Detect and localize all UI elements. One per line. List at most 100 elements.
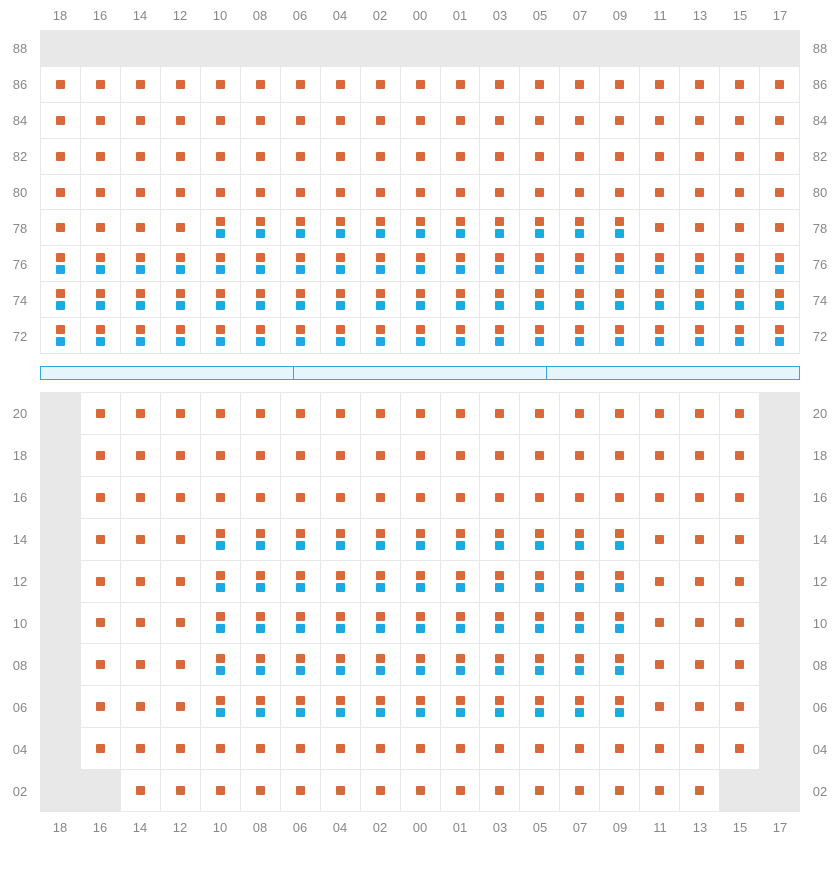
seat-cell[interactable] <box>321 561 361 602</box>
seat-cell[interactable] <box>41 246 81 281</box>
seat-cell[interactable] <box>760 282 799 317</box>
seat-cell[interactable] <box>680 770 720 811</box>
seat-cell[interactable] <box>201 210 241 245</box>
seat-cell[interactable] <box>520 210 560 245</box>
seat-cell[interactable] <box>241 103 281 138</box>
seat-cell[interactable] <box>161 477 201 518</box>
seat-cell[interactable] <box>281 686 321 727</box>
seat-cell[interactable] <box>401 603 441 644</box>
seat-cell[interactable] <box>680 139 720 174</box>
seat-cell[interactable] <box>361 318 401 353</box>
seat-cell[interactable] <box>520 686 560 727</box>
seat-cell[interactable] <box>640 644 680 685</box>
seat-cell[interactable] <box>760 139 799 174</box>
seat-cell[interactable] <box>600 728 640 769</box>
seat-cell[interactable] <box>241 246 281 281</box>
seat-cell[interactable] <box>441 561 481 602</box>
seat-cell[interactable] <box>241 175 281 210</box>
seat-cell[interactable] <box>480 644 520 685</box>
seat-cell[interactable] <box>241 282 281 317</box>
seat-cell[interactable] <box>480 686 520 727</box>
seat-cell[interactable] <box>520 393 560 434</box>
seat-cell[interactable] <box>121 477 161 518</box>
seat-cell[interactable] <box>121 770 161 811</box>
seat-cell[interactable] <box>201 318 241 353</box>
seat-cell[interactable] <box>121 67 161 102</box>
seat-cell[interactable] <box>241 686 281 727</box>
seat-cell[interactable] <box>441 246 481 281</box>
seat-cell[interactable] <box>520 770 560 811</box>
seat-cell[interactable] <box>560 246 600 281</box>
seat-cell[interactable] <box>441 393 481 434</box>
seat-cell[interactable] <box>161 210 201 245</box>
seat-cell[interactable] <box>281 770 321 811</box>
seat-cell[interactable] <box>720 282 760 317</box>
seat-cell[interactable] <box>81 686 121 727</box>
seat-cell[interactable] <box>81 435 121 476</box>
seat-cell[interactable] <box>281 435 321 476</box>
seat-cell[interactable] <box>201 644 241 685</box>
seat-cell[interactable] <box>81 246 121 281</box>
seat-cell[interactable] <box>321 435 361 476</box>
seat-cell[interactable] <box>600 435 640 476</box>
seat-cell[interactable] <box>441 477 481 518</box>
seat-cell[interactable] <box>81 561 121 602</box>
seat-cell[interactable] <box>41 175 81 210</box>
seat-cell[interactable] <box>680 103 720 138</box>
seat-cell[interactable] <box>321 67 361 102</box>
seat-cell[interactable] <box>480 603 520 644</box>
seat-cell[interactable] <box>640 282 680 317</box>
seat-cell[interactable] <box>121 561 161 602</box>
seat-cell[interactable] <box>201 139 241 174</box>
seat-cell[interactable] <box>81 644 121 685</box>
seat-cell[interactable] <box>720 477 760 518</box>
seat-cell[interactable] <box>680 393 720 434</box>
seat-cell[interactable] <box>441 770 481 811</box>
seat-cell[interactable] <box>600 139 640 174</box>
seat-cell[interactable] <box>401 435 441 476</box>
seat-cell[interactable] <box>201 519 241 560</box>
seat-cell[interactable] <box>241 477 281 518</box>
seat-cell[interactable] <box>640 686 680 727</box>
seat-cell[interactable] <box>81 477 121 518</box>
seat-cell[interactable] <box>600 210 640 245</box>
seat-cell[interactable] <box>520 318 560 353</box>
seat-cell[interactable] <box>161 519 201 560</box>
seat-cell[interactable] <box>720 318 760 353</box>
seat-cell[interactable] <box>281 246 321 281</box>
seat-cell[interactable] <box>680 246 720 281</box>
seat-cell[interactable] <box>520 519 560 560</box>
seat-cell[interactable] <box>640 139 680 174</box>
seat-cell[interactable] <box>241 519 281 560</box>
seat-cell[interactable] <box>321 393 361 434</box>
seat-cell[interactable] <box>441 210 481 245</box>
seat-cell[interactable] <box>241 644 281 685</box>
seat-cell[interactable] <box>161 393 201 434</box>
seat-cell[interactable] <box>720 246 760 281</box>
seat-cell[interactable] <box>361 603 401 644</box>
seat-cell[interactable] <box>640 246 680 281</box>
seat-cell[interactable] <box>720 393 760 434</box>
seat-cell[interactable] <box>560 139 600 174</box>
seat-cell[interactable] <box>600 318 640 353</box>
seat-cell[interactable] <box>281 210 321 245</box>
seat-cell[interactable] <box>720 435 760 476</box>
seat-cell[interactable] <box>520 67 560 102</box>
seat-cell[interactable] <box>241 728 281 769</box>
seat-cell[interactable] <box>361 393 401 434</box>
seat-cell[interactable] <box>401 139 441 174</box>
seat-cell[interactable] <box>520 435 560 476</box>
seat-cell[interactable] <box>81 139 121 174</box>
seat-cell[interactable] <box>161 318 201 353</box>
seat-cell[interactable] <box>321 210 361 245</box>
seat-cell[interactable] <box>361 67 401 102</box>
seat-cell[interactable] <box>161 282 201 317</box>
seat-cell[interactable] <box>760 67 799 102</box>
seat-cell[interactable] <box>520 103 560 138</box>
seat-cell[interactable] <box>480 435 520 476</box>
seat-cell[interactable] <box>161 603 201 644</box>
seat-cell[interactable] <box>600 103 640 138</box>
seat-cell[interactable] <box>680 644 720 685</box>
seat-cell[interactable] <box>241 139 281 174</box>
seat-cell[interactable] <box>81 393 121 434</box>
